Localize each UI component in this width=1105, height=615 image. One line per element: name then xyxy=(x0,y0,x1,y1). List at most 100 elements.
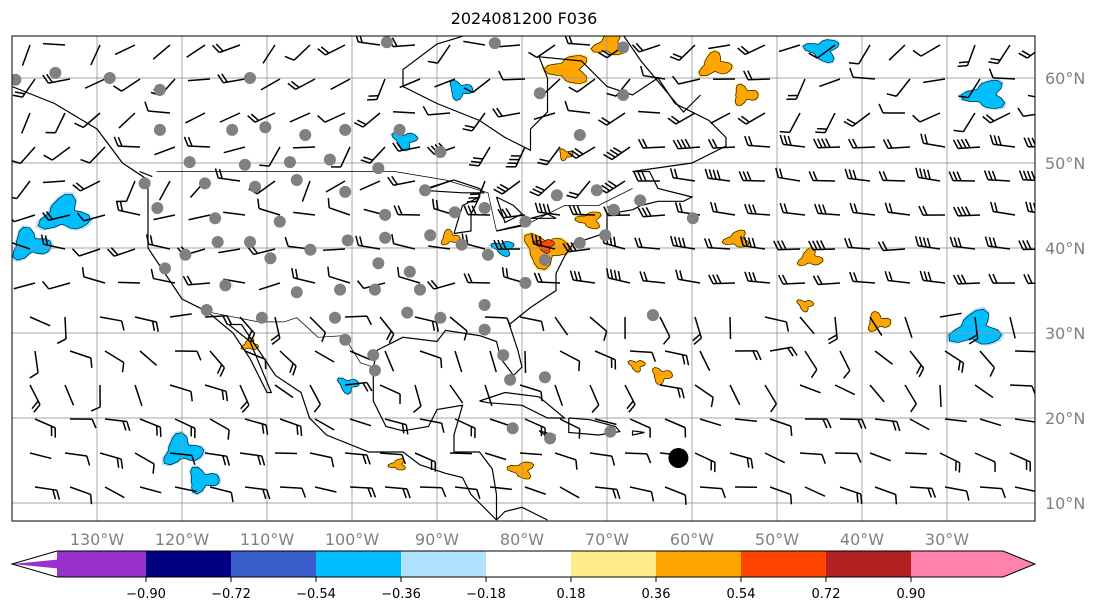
barb-flag xyxy=(915,364,922,375)
barb-flag xyxy=(222,455,227,466)
barb-staff xyxy=(328,275,351,284)
barb-flag xyxy=(922,237,927,248)
lat-label: 20°N xyxy=(1045,409,1085,428)
barb-flag xyxy=(1023,137,1029,147)
wind-barb xyxy=(169,452,196,466)
wind-barb xyxy=(918,205,946,216)
barb-staff xyxy=(314,486,337,493)
barb-flag xyxy=(708,169,713,179)
barb-flag xyxy=(261,423,265,434)
wind-barb xyxy=(279,350,297,376)
barb-flag xyxy=(391,233,395,244)
barb-flag xyxy=(568,36,573,44)
barb-flag xyxy=(748,271,753,282)
barb-flag xyxy=(538,203,543,213)
barb-flag xyxy=(106,248,115,257)
barb-staff xyxy=(301,180,311,202)
wind-barb xyxy=(90,44,101,66)
barb-flag xyxy=(240,400,248,410)
barb-flag xyxy=(713,202,718,213)
barb-flag xyxy=(575,459,578,470)
colorbar-tick-label: −0.36 xyxy=(381,587,421,602)
barb-flag xyxy=(434,461,437,472)
wind-barb xyxy=(1042,453,1070,470)
wind-barb xyxy=(1018,170,1035,182)
barb-staff xyxy=(589,452,612,457)
barb-flag xyxy=(641,138,648,149)
station-dot xyxy=(368,283,381,296)
barb-staff xyxy=(43,180,66,184)
barb-flag xyxy=(249,333,256,343)
wind-barb xyxy=(559,418,581,439)
wind-barb xyxy=(1027,94,1035,98)
barb-flag xyxy=(115,200,120,211)
coastline xyxy=(479,391,567,419)
barb-staff xyxy=(274,384,294,399)
barb-flag xyxy=(535,185,545,192)
barb-flag xyxy=(662,336,671,345)
barb-flag xyxy=(112,85,123,92)
wind-barb xyxy=(42,73,71,84)
station-dot xyxy=(544,432,557,445)
wind-barb xyxy=(244,486,271,500)
barb-flag xyxy=(888,203,893,213)
barb-flag xyxy=(812,171,818,181)
barb-staff xyxy=(543,78,561,95)
wind-barb xyxy=(589,384,600,413)
wind-barb xyxy=(384,486,411,499)
barb-staff xyxy=(1050,351,1052,373)
station-dot xyxy=(244,236,256,249)
lon-label: 120°W xyxy=(155,530,210,549)
barb-flag xyxy=(538,235,543,246)
barb-flag xyxy=(122,420,127,431)
coastline xyxy=(372,36,727,520)
wind-barb xyxy=(904,384,917,413)
wind-barb xyxy=(982,112,1011,124)
barb-flag xyxy=(534,202,539,213)
barb-flag xyxy=(989,134,994,145)
wind-barb xyxy=(694,384,714,408)
barb-flag xyxy=(396,266,400,277)
wind-barb xyxy=(524,418,546,438)
barb-flag xyxy=(1066,388,1071,397)
wind-barb xyxy=(664,418,687,438)
wind-barb xyxy=(13,282,36,290)
wind-barb xyxy=(827,316,838,345)
wind-barb xyxy=(244,350,267,370)
contour-fill xyxy=(960,80,1006,109)
barb-flag xyxy=(603,331,608,341)
wind-barb xyxy=(454,350,463,373)
barb-flag xyxy=(317,115,326,123)
barb-flag xyxy=(812,240,818,250)
barb-staff xyxy=(909,418,930,431)
barb-flag xyxy=(506,317,512,328)
barb-staff xyxy=(169,313,192,318)
wind-barb xyxy=(396,266,421,284)
wind-barb xyxy=(990,201,1016,216)
barb-flag xyxy=(960,138,967,149)
wind-barb xyxy=(349,350,371,361)
colorbar-tick-label: −0.90 xyxy=(126,587,166,602)
wind-barb xyxy=(952,206,981,217)
barb-flag xyxy=(712,274,718,284)
station-dot xyxy=(209,212,222,225)
barb-flag xyxy=(591,404,600,413)
wind-barb xyxy=(289,112,311,123)
barb-staff xyxy=(42,42,66,46)
wind-barb xyxy=(534,202,561,216)
wind-barb xyxy=(814,203,841,216)
barb-flag xyxy=(612,146,623,154)
wind-barb xyxy=(72,180,101,192)
barb-staff xyxy=(1009,316,1016,339)
wind-barb xyxy=(422,105,451,116)
barb-staff xyxy=(568,109,591,114)
barb-flag xyxy=(997,135,1002,146)
wind-barb xyxy=(533,272,561,284)
colorbar-segment xyxy=(741,551,826,577)
barb-flag xyxy=(529,190,539,197)
barb-flag xyxy=(822,418,828,429)
barb-staff xyxy=(962,112,976,133)
barb-flag xyxy=(120,320,125,331)
coastline xyxy=(623,36,701,113)
barb-flag xyxy=(259,164,270,167)
